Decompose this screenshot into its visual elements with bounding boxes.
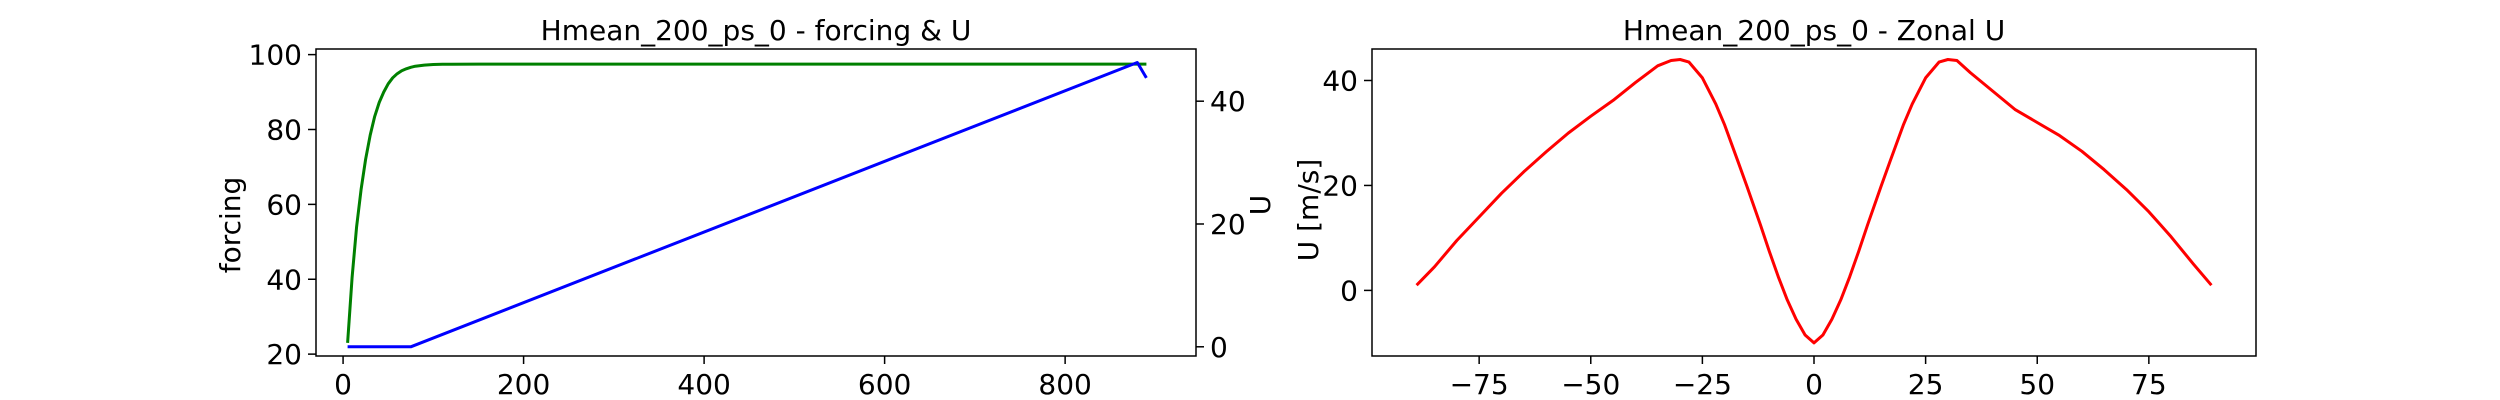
x-tick-label: 800 (1038, 368, 1091, 400)
y-axis-label: forcing (214, 177, 247, 274)
x-tick-label: 50 (2019, 368, 2055, 400)
chart-title: Hmean_200_ps_0 - forcing & U (541, 14, 972, 47)
y-tick-label: 20 (266, 338, 302, 371)
y-tick-label: 40 (266, 263, 302, 296)
chart-title: Hmean_200_ps_0 - Zonal U (1623, 14, 2005, 47)
y-tick-label: 0 (1340, 274, 1358, 307)
x-tick-label: 400 (677, 368, 730, 400)
series-line-1 (1415, 58, 2213, 345)
x-tick-label: 600 (858, 368, 911, 400)
plot-marks: 0 200 400 600 800 20 40 60 80 100 0 20 40 (249, 39, 1246, 400)
zonal-u-panel: Hmean_200_ps_0 - Zonal U U [m/s] −75 −50−… (1292, 14, 2257, 400)
x-tick-label: 0 (1805, 368, 1823, 400)
plot-frame (1371, 48, 2257, 357)
x-tick-label: 0 (334, 368, 352, 400)
x-tick-label: 75 (2131, 368, 2167, 400)
y-tick-label: 40 (1322, 64, 1358, 97)
x-tick-label: −25 (1673, 368, 1732, 400)
y-tick-label: 80 (266, 113, 302, 146)
plot-frame (315, 48, 1197, 357)
y-tick-label: 100 (249, 39, 302, 72)
y-tick-label: 60 (266, 188, 302, 221)
x-tick-label: −50 (1561, 368, 1620, 400)
y-right-tick-label: 20 (1210, 208, 1246, 241)
series-line-1 (346, 62, 1147, 344)
x-tick-label: 200 (497, 368, 550, 400)
y-axis-right-label: U (1244, 195, 1277, 216)
x-tick-label: 25 (1908, 368, 1944, 400)
y-right-tick-label: 0 (1210, 331, 1228, 364)
plot-marks: −75 −50 −25 0 25 50 75 0 20 40 (1322, 58, 2213, 400)
y-right-tick-label: 40 (1210, 85, 1246, 118)
series-line-2 (347, 61, 1148, 349)
x-tick-label: −75 (1450, 368, 1509, 400)
y-axis-label: U [m/s] (1292, 159, 1325, 262)
y-tick-label: 20 (1322, 169, 1358, 202)
forcing-and-u-panel: Hmean_200_ps_0 - forcing & U forcing U 0… (214, 14, 1277, 400)
